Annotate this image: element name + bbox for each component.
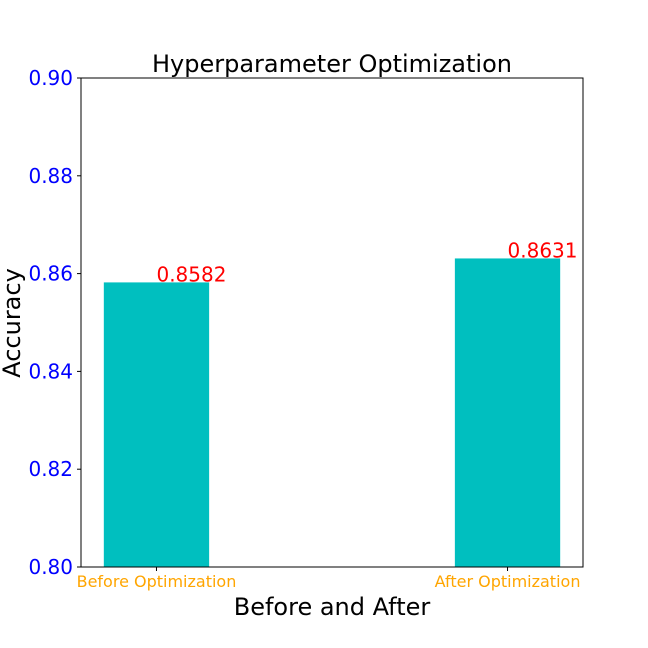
- chart-title: Hyperparameter Optimization: [152, 50, 512, 78]
- y-tick-label: 0.88: [28, 164, 73, 188]
- y-tick-label: 0.80: [28, 555, 73, 579]
- data-label: 0.8582: [156, 262, 226, 286]
- bars-group: [103, 258, 561, 567]
- x-tick-label: After Optimization: [435, 572, 581, 591]
- ticks-group: Before Optimization After Optimization 0.8…: [28, 66, 580, 591]
- y-tick-label: 0.82: [28, 457, 73, 481]
- y-axis-label: Accuracy: [0, 268, 26, 378]
- bar-before: [103, 282, 210, 567]
- y-tick-label: 0.86: [28, 262, 73, 286]
- y-tick-label: 0.90: [28, 66, 73, 90]
- x-tick-label: Before Optimization: [77, 572, 237, 591]
- data-label: 0.8631: [508, 238, 578, 262]
- x-axis-label: Before and After: [234, 593, 431, 621]
- y-tick-label: 0.84: [28, 359, 73, 383]
- data-labels-group: 0.8582 0.8631: [156, 238, 577, 286]
- bar-after: [454, 258, 561, 567]
- plot-frame: [80, 77, 584, 568]
